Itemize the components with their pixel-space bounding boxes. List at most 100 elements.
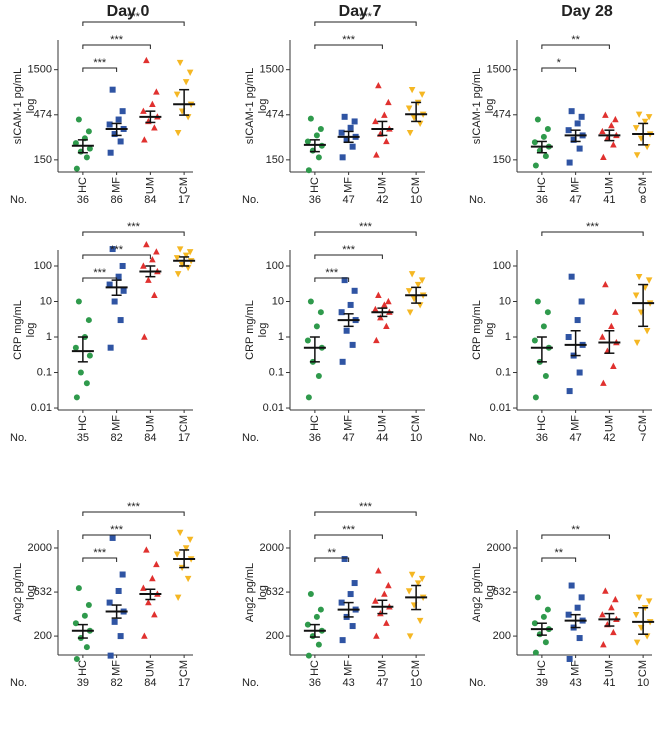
n-count: 36 [309,677,321,689]
data-point [174,271,182,278]
y-tick-label: 150 [266,154,284,166]
data-point [140,584,147,591]
data-point [544,309,551,316]
y-tick-label: 2000 [487,542,511,554]
y-tick-label: 474 [34,109,52,121]
y-axis-sublabel: log [484,585,496,600]
n-count: 10 [410,194,422,206]
significance-bracket [82,67,118,72]
data-point [119,262,126,269]
data-point [141,136,148,143]
data-point [373,632,380,639]
category-label: UM [603,415,615,432]
n-label: No. [10,432,27,444]
data-point [534,594,541,601]
data-point [347,591,354,598]
category-label: CM [637,660,649,677]
data-point [173,255,181,262]
data-point [641,118,649,126]
data-point [414,580,422,587]
data-point [406,633,414,640]
n-count: 39 [77,677,89,689]
significance-bracket [82,231,185,236]
data-point [632,292,640,299]
y-tick-label: 1 [46,331,52,343]
n-label: No. [10,677,27,689]
significance-bracket [82,254,151,259]
significance-label: *** [93,267,107,279]
n-count: 10 [410,677,422,689]
data-point [633,152,641,159]
data-point [408,271,416,278]
data-point [578,594,585,601]
y-axis-label: sICAM-1 pg/mL [471,68,483,144]
significance-bracket [314,277,350,282]
data-point [385,98,392,106]
data-point [372,597,379,604]
y-tick-label: 1500 [28,64,52,76]
data-point [531,139,538,146]
data-point [140,107,147,114]
significance-label: *** [342,244,356,256]
y-tick-label: 1500 [487,64,511,76]
y-tick-label: 200 [266,630,284,642]
n-count: 39 [536,677,548,689]
data-point [111,298,118,305]
data-point [307,298,314,305]
data-point [534,298,541,305]
significance-label: ** [571,34,580,46]
data-point [73,655,80,662]
data-point [635,273,643,281]
data-point [313,132,320,139]
n-count: 36 [536,194,548,206]
data-point [612,308,619,315]
data-point [143,241,150,248]
significance-bracket [314,534,383,539]
data-point [149,574,156,582]
data-point [304,337,311,344]
data-point [544,606,551,613]
n-label: No. [10,194,27,206]
significance-label: *** [359,221,373,233]
n-count: 7 [640,432,646,444]
y-tick-label: 200 [493,630,511,642]
data-point [540,323,547,330]
data-point [610,362,617,369]
data-point [405,105,413,112]
data-point [576,369,583,376]
n-label: No. [469,432,486,444]
data-point [406,130,414,137]
y-tick-label: 10 [272,295,284,307]
data-point [107,652,114,659]
category-label: CM [178,660,190,677]
y-axis-sublabel: log [484,99,496,114]
category-label: CM [637,415,649,432]
significance-label: * [557,57,562,69]
data-point [635,111,643,118]
data-point [107,344,114,351]
data-point [81,612,88,619]
data-point [317,309,324,316]
n-count: 41 [603,194,615,206]
data-point [140,262,147,269]
category-label: UM [144,415,156,432]
data-point [153,88,160,95]
significance-label: ** [571,524,580,536]
significance-bracket [314,231,417,236]
significance-label: ** [327,547,336,559]
data-point [416,120,424,128]
n-count: 10 [637,677,649,689]
data-point [75,116,82,123]
data-point [176,246,184,253]
y-tick-label: 150 [34,154,52,166]
n-count: 47 [570,432,582,444]
data-point [383,137,390,145]
category-label: MF [343,660,355,676]
data-point [408,86,416,94]
category-label: UM [376,660,388,677]
data-point [645,277,653,284]
data-point [610,628,617,636]
significance-bracket [314,511,417,516]
data-point [338,309,345,316]
